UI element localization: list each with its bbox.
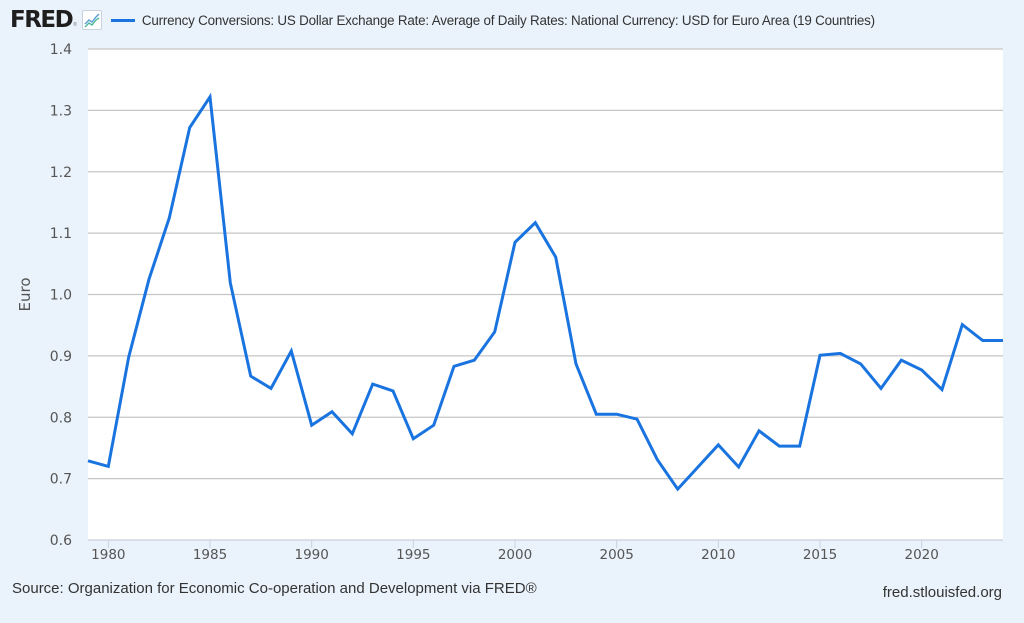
y-tick-label: 1.1 — [50, 226, 72, 242]
x-axis-ticks: 1980 1985 1990 1995 2000 2005 2010 2015 2020 — [88, 539, 1003, 563]
x-tick-label: 2020 — [904, 547, 938, 563]
y-tick-label: 1.4 — [50, 42, 72, 58]
y-tick-label: 0.9 — [50, 349, 72, 365]
x-tick-label: 1980 — [91, 547, 125, 563]
line-chart-icon — [81, 10, 102, 30]
x-tick-label: 2005 — [599, 547, 633, 563]
x-tick-label: 2000 — [498, 547, 532, 563]
y-axis-label: Euro — [16, 278, 34, 312]
chart-header: FRED ® Currency Conversions: US Dollar E… — [10, 6, 875, 34]
legend-swatch — [110, 18, 135, 22]
y-tick-label: 0.6 — [50, 533, 72, 549]
x-tick-label: 1995 — [396, 547, 430, 563]
legend-label[interactable]: Currency Conversions: US Dollar Exchange… — [141, 12, 875, 28]
y-tick-label: 0.8 — [50, 410, 72, 426]
x-tick-label: 2015 — [803, 547, 837, 563]
y-tick-label: 1.3 — [50, 103, 72, 119]
y-tick-label: 1.2 — [50, 165, 72, 181]
series-line[interactable] — [87, 92, 1003, 492]
x-tick-label: 2010 — [701, 547, 735, 563]
y-tick-label: 1.0 — [50, 288, 72, 304]
fred-logo[interactable]: FRED — [10, 7, 74, 33]
source-note: Source: Organization for Economic Co-ope… — [12, 580, 537, 597]
x-tick-label: 1990 — [294, 547, 328, 563]
registered-mark: ® — [73, 22, 77, 28]
y-axis-ticks: 0.6 0.7 0.8 0.9 1.0 1.1 1.2 1.3 1.4 — [50, 42, 72, 549]
x-tick-label: 1985 — [193, 547, 227, 563]
fred-url-link[interactable]: fred.stlouisfed.org — [882, 584, 1002, 601]
y-tick-label: 0.7 — [50, 472, 72, 488]
